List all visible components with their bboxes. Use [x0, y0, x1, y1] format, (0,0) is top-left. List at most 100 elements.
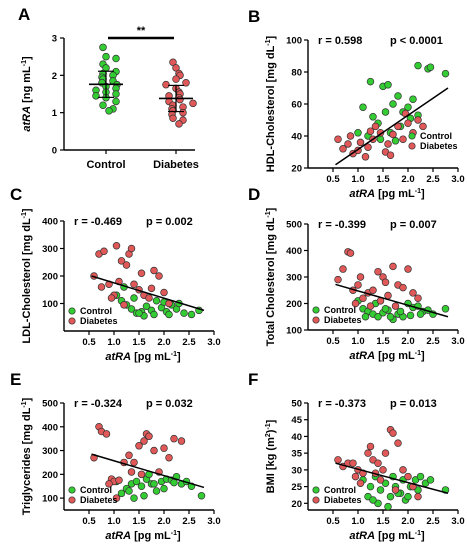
x-axis-label-italic: atRA: [105, 530, 131, 542]
data-point-control: [99, 101, 107, 109]
data-point-diabetes: [172, 75, 180, 83]
data-point-control: [130, 494, 138, 502]
data-point-diabetes: [175, 120, 183, 128]
data-point-control: [414, 61, 422, 70]
data-point-diabetes: [170, 434, 178, 443]
data-point-diabetes: [145, 432, 153, 441]
x-axis-label-text: [pg mL: [375, 350, 415, 362]
x-axis-label-end: ]: [177, 530, 181, 542]
y-tick-label: 100: [286, 36, 302, 47]
x-axis-label-end: ]: [421, 530, 425, 542]
x-axis-label-end: ]: [421, 188, 425, 200]
x-tick-label: 2.0: [401, 174, 414, 185]
panel-f: F 0.5 1.0 1.5 2.0 2.5 3.0 20 25 30 35 40 45 50 atRA [p…: [248, 370, 465, 542]
category-label-control: Control: [86, 159, 125, 171]
data-point-control: [92, 92, 100, 100]
y-axis-label-end: ): [265, 429, 277, 433]
y-axis-label-end: ]: [21, 208, 33, 212]
data-point-diabetes: [137, 470, 146, 479]
legend-marker-control: [312, 486, 320, 494]
x-axis-label-exp: -1: [415, 350, 421, 357]
data-point-diabetes: [160, 444, 168, 452]
y-tick-label: 400: [42, 422, 58, 433]
correlation-r: r = -0.399: [318, 219, 366, 231]
y-tick-label: 400: [286, 246, 302, 257]
x-axis-label-end: ]: [421, 350, 425, 362]
data-point-diabetes: [404, 265, 412, 273]
y-axis-label: atRA [ng mL-1]: [21, 56, 33, 132]
data-point-control: [152, 297, 161, 305]
data-point-control: [376, 486, 385, 494]
data-point-diabetes: [346, 249, 355, 257]
y-axis-label-exp: -1: [265, 211, 272, 217]
x-tick-label: 2.5: [182, 516, 196, 527]
data-point-control: [374, 313, 382, 321]
x-axis-label-text: [pg mL: [375, 188, 415, 200]
data-point-diabetes: [140, 437, 148, 445]
data-point-diabetes: [354, 281, 362, 289]
data-point-diabetes: [100, 247, 108, 256]
legend-marker-control: [68, 486, 76, 494]
data-point-diabetes: [120, 301, 128, 309]
x-axis-label-exp: -1: [415, 530, 421, 537]
data-point-control: [180, 309, 188, 317]
data-point-diabetes: [179, 108, 187, 117]
data-point-control: [105, 107, 113, 115]
data-point-diabetes: [414, 116, 422, 124]
data-point-diabetes: [182, 79, 190, 87]
panel-c: C 0.5 1.0 1.5 2.0 2.5 3.0 100 200 300 400 atRA [pg …: [10, 185, 221, 363]
y-axis-label: BMI [kg (m2)-1]: [265, 419, 277, 493]
data-point-diabetes: [369, 286, 377, 295]
x-axis-label-text: [pg mL: [131, 530, 171, 542]
data-point-diabetes: [381, 278, 390, 287]
data-point-control: [389, 100, 397, 108]
data-point-control: [386, 492, 395, 501]
y-tick-label: 400: [42, 217, 58, 228]
p-value: p < 0.0001: [390, 35, 443, 47]
y-axis-label-text: Triglycerides [mg dL: [21, 407, 33, 515]
data-point-diabetes: [389, 429, 397, 437]
data-point-diabetes: [150, 446, 158, 455]
data-point-diabetes: [389, 262, 397, 271]
panel-label-f: F: [248, 370, 258, 389]
legend-marker-control: [408, 132, 416, 140]
data-point-control: [112, 54, 120, 63]
x-tick-label: 2.5: [426, 174, 440, 185]
legend-label-diabetes: Diabetes: [80, 495, 118, 505]
data-point-control: [381, 108, 390, 116]
y-axis-label-end: ]: [21, 56, 33, 60]
data-point-diabetes: [391, 486, 400, 494]
legend-label-diabetes: Diabetes: [420, 141, 458, 151]
y-tick-label: 1: [52, 108, 58, 119]
x-tick-label: 3.0: [451, 174, 464, 185]
y-tick-label: 300: [42, 446, 58, 457]
panel-b: B 0.5 1.0 1.5 2.0 2.5 3.0 20 40 60 80 100 atRA [pg m…: [248, 7, 465, 200]
regression-line: [91, 453, 205, 489]
p-value: p = 0.007: [390, 219, 437, 231]
x-tick-label: 0.5: [82, 337, 96, 348]
y-tick-label: 45: [291, 415, 302, 426]
data-point-diabetes: [389, 130, 397, 139]
data-point-control: [135, 309, 143, 317]
y-axis-label-text: Total Cholesterol [mg dL: [265, 217, 277, 346]
x-axis-label-italic: atRA: [349, 530, 375, 542]
data-point-control: [117, 489, 126, 498]
x-axis-label-exp: -1: [171, 351, 177, 358]
data-point-diabetes: [366, 302, 375, 310]
data-point-diabetes: [112, 242, 121, 250]
x-tick-label: 1.0: [351, 336, 364, 347]
x-tick-label: 1.5: [132, 337, 146, 348]
x-axis-label: atRA [pg mL-1]: [349, 188, 425, 200]
data-point-diabetes: [356, 479, 365, 488]
x-tick-label: 2.5: [426, 516, 440, 527]
x-axis-label-text: [pg mL: [375, 530, 415, 542]
x-tick-label: 0.5: [326, 516, 340, 527]
data-point-diabetes: [130, 280, 138, 289]
y-tick-label: 500: [286, 220, 302, 231]
data-point-control: [354, 129, 362, 137]
data-point-diabetes: [155, 272, 163, 280]
p-value: p = 0.013: [390, 398, 437, 410]
y-tick-label: 100: [42, 299, 58, 310]
data-point-diabetes: [384, 291, 392, 300]
